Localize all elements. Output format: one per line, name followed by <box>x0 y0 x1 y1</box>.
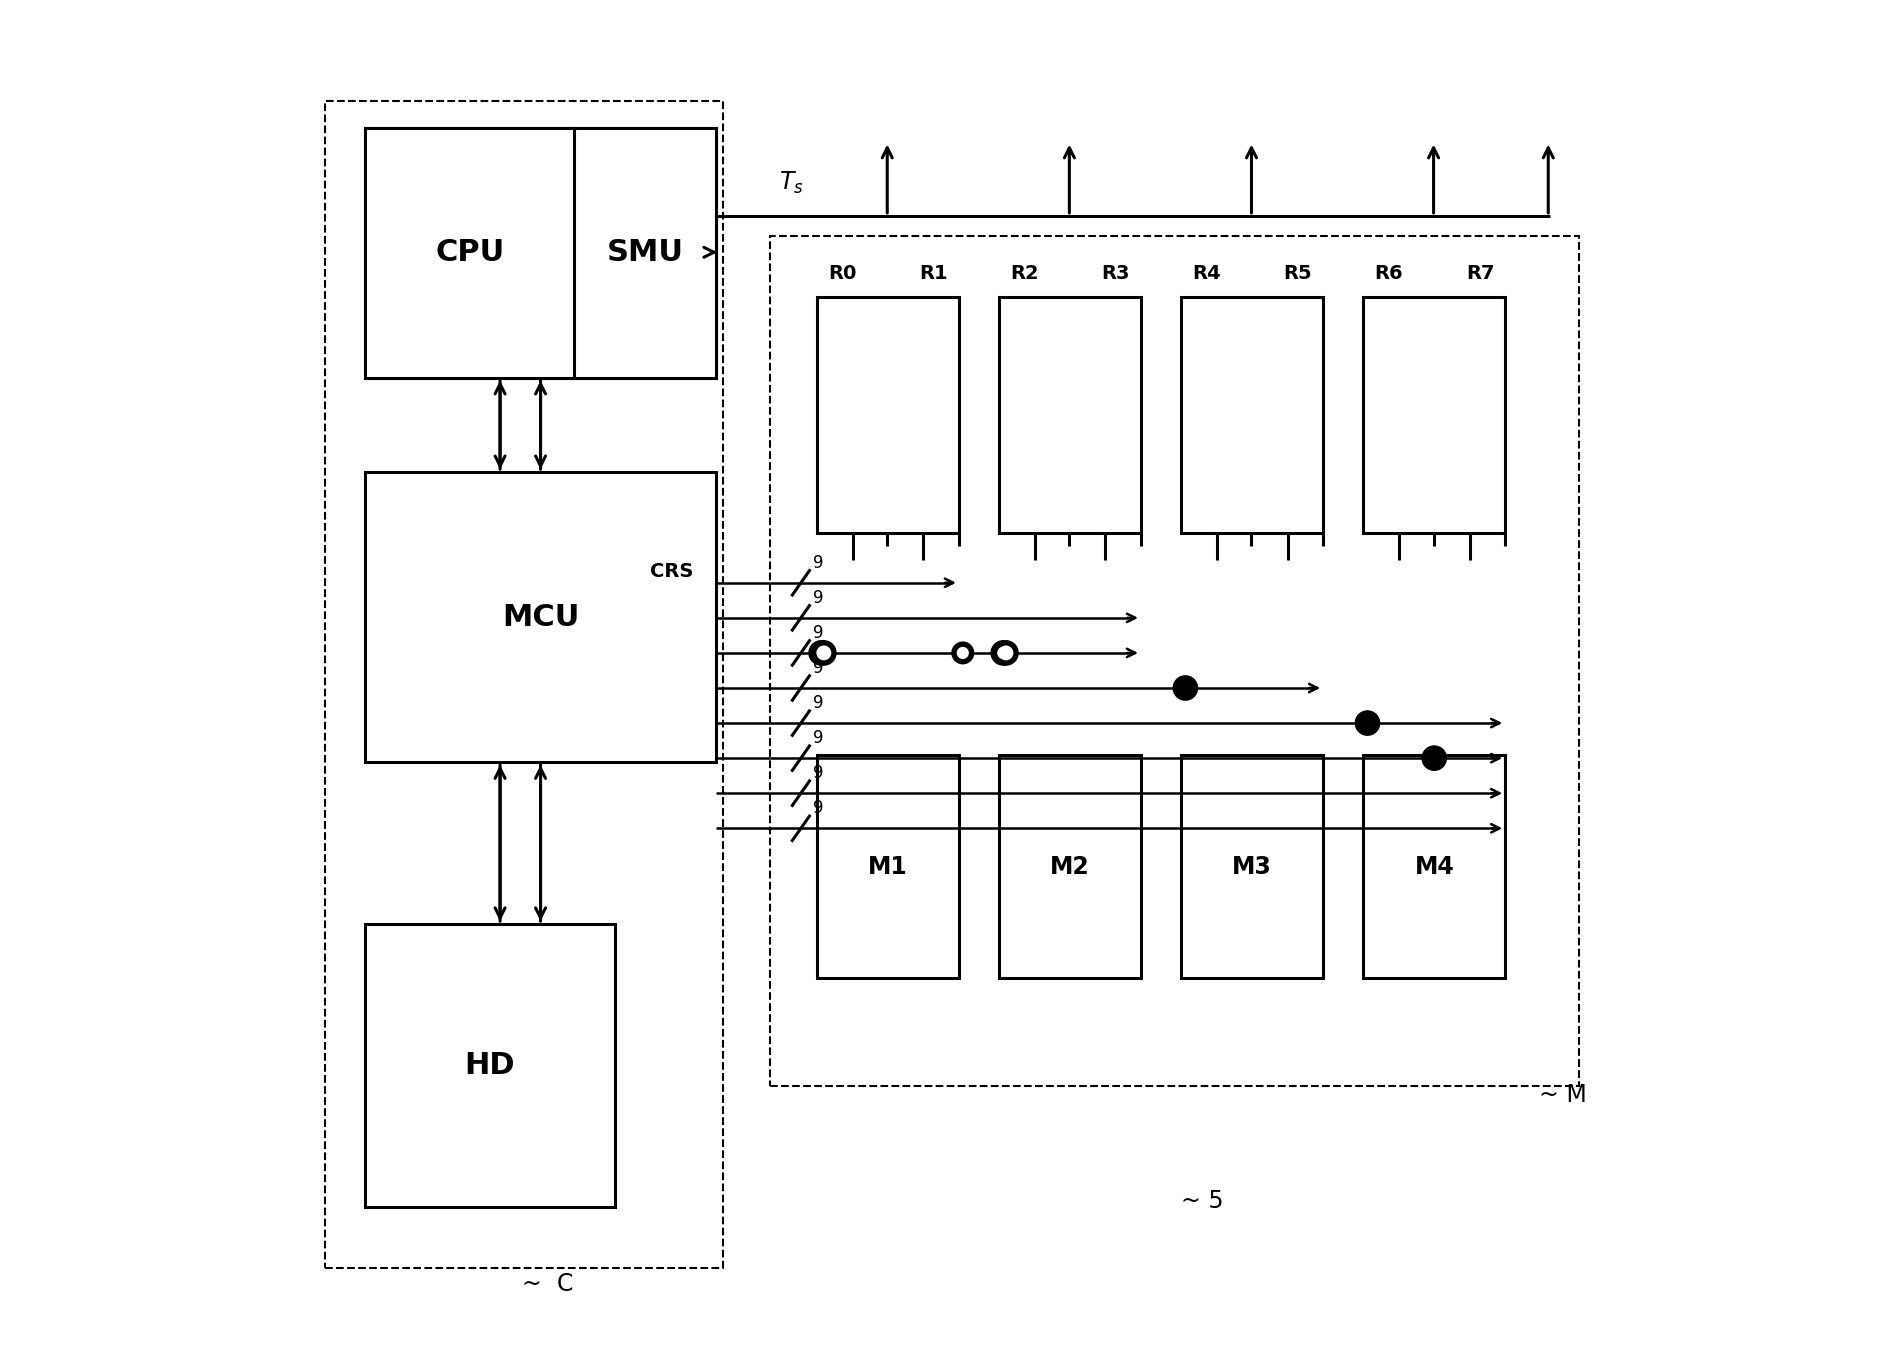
Bar <box>1363 297 1505 533</box>
Bar <box>999 755 1141 978</box>
Text: ~ 5: ~ 5 <box>1181 1188 1224 1213</box>
Text: $T_s$: $T_s$ <box>779 170 803 196</box>
Bar <box>1363 755 1505 978</box>
Bar <box>1181 755 1323 978</box>
Text: ~ M: ~ M <box>1539 1083 1586 1108</box>
Circle shape <box>811 641 835 665</box>
Circle shape <box>957 648 969 658</box>
Bar <box>366 924 616 1207</box>
Text: M3: M3 <box>1231 855 1273 878</box>
Text: R2: R2 <box>1010 264 1038 283</box>
Text: R1: R1 <box>920 264 948 283</box>
Text: CRS: CRS <box>649 563 693 581</box>
Text: 9: 9 <box>813 554 824 572</box>
Text: MCU: MCU <box>501 603 580 631</box>
Bar <box>325 101 723 1268</box>
Circle shape <box>809 641 833 665</box>
Circle shape <box>816 646 832 660</box>
Text: R4: R4 <box>1192 264 1220 283</box>
Bar <box>816 755 959 978</box>
Bar <box>366 472 715 762</box>
Bar <box>770 236 1579 1086</box>
Text: R6: R6 <box>1374 264 1402 283</box>
Circle shape <box>1423 746 1447 770</box>
Circle shape <box>1355 711 1380 735</box>
Circle shape <box>952 642 974 664</box>
Text: SMU: SMU <box>606 239 683 267</box>
Circle shape <box>993 642 1014 664</box>
Text: 9: 9 <box>813 590 824 607</box>
Text: R7: R7 <box>1466 264 1494 283</box>
Bar <box>574 128 715 378</box>
Text: CPU: CPU <box>435 239 505 267</box>
Text: R3: R3 <box>1102 264 1130 283</box>
Text: 9: 9 <box>813 800 824 817</box>
Circle shape <box>999 646 1014 660</box>
Circle shape <box>991 641 1015 665</box>
Text: HD: HD <box>465 1051 516 1081</box>
Bar <box>999 297 1141 533</box>
Bar <box>816 297 959 533</box>
Text: 9: 9 <box>813 765 824 782</box>
Circle shape <box>993 641 1017 665</box>
Text: 9: 9 <box>813 625 824 642</box>
Text: R0: R0 <box>828 264 856 283</box>
Circle shape <box>999 648 1008 658</box>
Text: M2: M2 <box>1049 855 1091 878</box>
Text: 9: 9 <box>813 695 824 712</box>
Text: M4: M4 <box>1415 855 1455 878</box>
Text: 9: 9 <box>813 660 824 677</box>
Text: M1: M1 <box>867 855 908 878</box>
Bar <box>1181 297 1323 533</box>
Text: 9: 9 <box>813 730 824 747</box>
Bar <box>366 128 715 378</box>
Text: R5: R5 <box>1284 264 1312 283</box>
Circle shape <box>1173 676 1198 700</box>
Bar <box>366 128 574 378</box>
Text: ~  C: ~ C <box>522 1272 572 1296</box>
